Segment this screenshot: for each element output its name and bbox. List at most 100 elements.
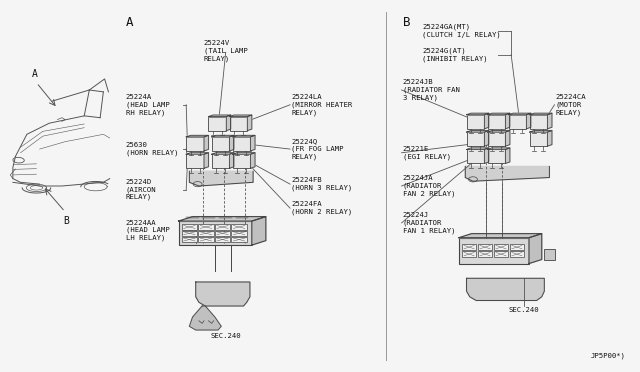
- Bar: [494, 251, 508, 257]
- Bar: [186, 137, 204, 151]
- Text: 25224G(AT)
(INHIBIT RELAY): 25224G(AT) (INHIBIT RELAY): [422, 48, 488, 62]
- Bar: [478, 251, 492, 257]
- Bar: [530, 115, 547, 129]
- Bar: [232, 231, 246, 236]
- Text: 25224AA
(HEAD LAMP
LH RELAY): 25224AA (HEAD LAMP LH RELAY): [125, 219, 170, 241]
- Bar: [215, 224, 230, 230]
- Polygon shape: [506, 113, 510, 129]
- Polygon shape: [484, 113, 489, 129]
- Polygon shape: [233, 153, 255, 154]
- Bar: [462, 244, 476, 250]
- Polygon shape: [189, 171, 253, 186]
- Bar: [459, 238, 529, 263]
- Text: A: A: [125, 16, 133, 29]
- Polygon shape: [467, 113, 489, 115]
- Bar: [509, 115, 527, 129]
- Text: 25224V
(TAIL LAMP
RELAY): 25224V (TAIL LAMP RELAY): [204, 40, 248, 62]
- Text: 25224CA
(MOTOR
RELAY): 25224CA (MOTOR RELAY): [556, 94, 586, 116]
- Text: 25224D
(AIRCON
RELAY): 25224D (AIRCON RELAY): [125, 179, 156, 201]
- Polygon shape: [227, 115, 231, 131]
- Polygon shape: [204, 153, 209, 168]
- Bar: [530, 132, 547, 146]
- Polygon shape: [506, 148, 510, 163]
- Text: SEC.240: SEC.240: [211, 333, 241, 339]
- Text: 25224JB
(RADIATOR FAN
3 RELAY): 25224JB (RADIATOR FAN 3 RELAY): [403, 79, 460, 101]
- Text: A: A: [31, 69, 38, 79]
- Text: 25224A
(HEAD LAMP
RH RELAY): 25224A (HEAD LAMP RH RELAY): [125, 94, 170, 116]
- Text: 25224JA
(RADIATOR
FAN 2 RELAY): 25224JA (RADIATOR FAN 2 RELAY): [403, 175, 455, 197]
- Polygon shape: [209, 115, 231, 116]
- Bar: [543, 249, 555, 260]
- Polygon shape: [484, 131, 489, 146]
- Bar: [488, 132, 506, 146]
- Polygon shape: [250, 135, 255, 151]
- Polygon shape: [247, 115, 252, 131]
- Polygon shape: [484, 148, 489, 163]
- Polygon shape: [530, 113, 552, 115]
- Text: SEC.240: SEC.240: [509, 307, 540, 313]
- Bar: [215, 231, 230, 236]
- Bar: [198, 224, 214, 230]
- Polygon shape: [186, 153, 209, 154]
- Polygon shape: [527, 113, 531, 129]
- Text: B: B: [403, 16, 410, 29]
- Polygon shape: [459, 234, 541, 238]
- Text: B: B: [63, 215, 69, 225]
- Polygon shape: [467, 278, 544, 301]
- Bar: [510, 244, 524, 250]
- Polygon shape: [204, 135, 209, 151]
- Bar: [232, 224, 246, 230]
- Bar: [209, 116, 227, 131]
- Bar: [494, 244, 508, 250]
- Polygon shape: [465, 166, 549, 181]
- Bar: [182, 224, 197, 230]
- Polygon shape: [530, 131, 552, 132]
- Polygon shape: [186, 135, 209, 137]
- Bar: [233, 137, 250, 151]
- Text: JP5P00*): JP5P00*): [591, 353, 626, 359]
- Bar: [198, 237, 214, 242]
- Polygon shape: [212, 135, 234, 137]
- Bar: [462, 251, 476, 257]
- Bar: [478, 244, 492, 250]
- Polygon shape: [488, 148, 510, 150]
- Bar: [230, 116, 247, 131]
- Text: 25224GA(MT)
(CLUTCH I/L RELAY): 25224GA(MT) (CLUTCH I/L RELAY): [422, 24, 500, 38]
- Polygon shape: [467, 131, 489, 132]
- Polygon shape: [230, 153, 234, 168]
- Bar: [467, 132, 484, 146]
- Bar: [215, 237, 230, 242]
- Bar: [179, 221, 252, 245]
- Text: 25224Q
(FR FOG LAMP
RELAY): 25224Q (FR FOG LAMP RELAY): [291, 138, 344, 160]
- Polygon shape: [230, 115, 252, 116]
- Bar: [182, 231, 197, 236]
- Bar: [467, 115, 484, 129]
- Polygon shape: [230, 135, 234, 151]
- Polygon shape: [509, 113, 531, 115]
- Bar: [198, 231, 214, 236]
- Bar: [186, 154, 204, 168]
- Polygon shape: [189, 306, 221, 330]
- Bar: [182, 237, 197, 242]
- Polygon shape: [547, 131, 552, 146]
- Polygon shape: [212, 153, 234, 154]
- Bar: [233, 154, 250, 168]
- Bar: [467, 150, 484, 163]
- Polygon shape: [529, 234, 541, 263]
- Bar: [212, 154, 230, 168]
- Polygon shape: [233, 135, 255, 137]
- Polygon shape: [488, 131, 510, 132]
- Bar: [488, 115, 506, 129]
- Polygon shape: [179, 217, 266, 221]
- Polygon shape: [252, 217, 266, 245]
- Polygon shape: [488, 113, 510, 115]
- Polygon shape: [506, 131, 510, 146]
- Text: 25224FB
(HORN 3 RELAY): 25224FB (HORN 3 RELAY): [291, 177, 353, 191]
- Polygon shape: [250, 153, 255, 168]
- Bar: [232, 237, 246, 242]
- Bar: [212, 137, 230, 151]
- Polygon shape: [547, 113, 552, 129]
- Text: 25224FA
(HORN 2 RELAY): 25224FA (HORN 2 RELAY): [291, 201, 353, 215]
- Text: 25221E
(EGI RELAY): 25221E (EGI RELAY): [403, 146, 451, 160]
- Bar: [488, 150, 506, 163]
